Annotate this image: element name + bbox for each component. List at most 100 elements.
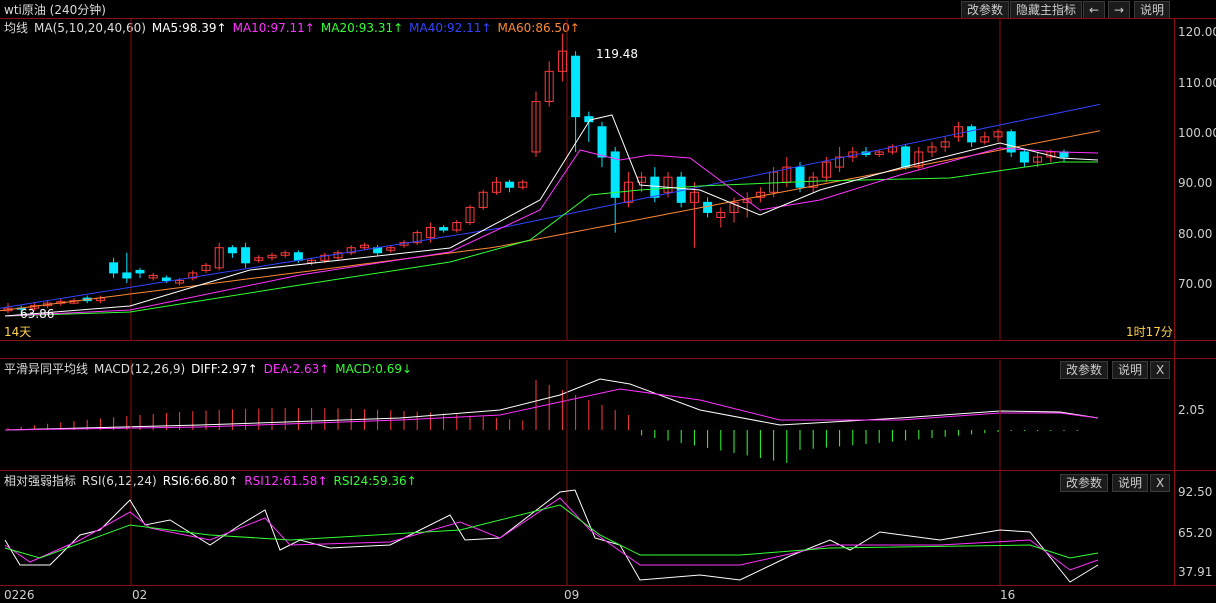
y-axis-divider [1174, 18, 1175, 585]
rsi6-label: RSI6:66.80↑ [162, 474, 239, 488]
candle-body [650, 176, 660, 198]
ma-legend-name: 均线 [4, 21, 29, 35]
ma60-label: MA60:86.50↑ [497, 21, 580, 35]
diff-label: DIFF:2.97↑ [191, 362, 258, 376]
low-price-label: 63.86 [20, 307, 55, 321]
rsi-legend-name: 相对强弱指标 [4, 474, 77, 488]
candle-body [557, 50, 567, 72]
candle-body [993, 131, 1003, 138]
candle-body [1033, 156, 1043, 163]
rsi-legend-params: RSI(6,12,24) [82, 474, 157, 488]
ma20-line [4, 161, 1098, 317]
rsi6-line [4, 489, 1099, 583]
period-left-label: 14天 [4, 325, 32, 339]
candle-body [505, 181, 515, 188]
ma5-line [4, 114, 1099, 317]
macd-edit-params-button[interactable]: 改参数 [1060, 361, 1109, 379]
rsi-y-tick: 92.50 [1178, 485, 1213, 499]
candle-body [742, 199, 752, 203]
candle-body [729, 201, 739, 213]
candle-body [821, 161, 831, 178]
main-bottom-divider [0, 340, 1216, 341]
candle-body [188, 272, 198, 279]
candle-body [544, 70, 554, 103]
ma40-line [0, 103, 1101, 309]
candle-body [267, 254, 277, 259]
candle-body [122, 272, 132, 279]
candle-body [491, 181, 501, 193]
candle-body [241, 247, 251, 264]
candle-body [425, 227, 435, 239]
candle-body [967, 126, 977, 143]
candle-body [254, 257, 264, 261]
y-tick-label: 110.00 [1178, 76, 1216, 90]
candle-body [227, 247, 237, 254]
rsi-help-button[interactable]: 说明 [1112, 474, 1149, 492]
rsi-chart[interactable] [0, 0, 1175, 603]
rsi12-line [4, 497, 1099, 571]
x-axis-label: 02 [132, 588, 148, 602]
candle-body [914, 151, 924, 168]
macd-label: MACD:0.69↓ [335, 362, 413, 376]
rsi-y-tick: 37.91 [1178, 565, 1213, 579]
candle-body [280, 252, 290, 256]
y-tick-label: 80.00 [1178, 227, 1213, 241]
ma10-label: MA10:97.11↑ [232, 21, 315, 35]
candle-body [623, 181, 633, 203]
x-axis-label: 16 [1000, 588, 1016, 602]
candle-body [663, 176, 673, 193]
macd-legend-params: MACD(12,26,9) [94, 362, 186, 376]
candle-body [439, 227, 449, 231]
macd-help-button[interactable]: 说明 [1112, 361, 1149, 379]
candle-body [320, 254, 330, 261]
candle-body [478, 191, 488, 208]
y-tick-label: 120.00 [1178, 25, 1216, 39]
macd-legend: 平滑异同平均线 MACD(12,26,9) DIFF:2.97↑ DEA:2.63↑ M… [4, 360, 418, 378]
x-axis-label: 0226 [4, 588, 35, 602]
ma60-line [0, 130, 1101, 312]
header-divider [0, 18, 1216, 19]
candle-body [161, 277, 171, 281]
candle-body [465, 206, 475, 224]
candle-body [980, 136, 990, 143]
rsi-y-tick: 65.20 [1178, 526, 1213, 540]
candlestick-chart[interactable] [0, 0, 1175, 340]
candle-body [359, 244, 369, 249]
candle-body [716, 211, 726, 218]
rsi-edit-params-button[interactable]: 改参数 [1060, 474, 1109, 492]
rsi12-label: RSI12:61.58↑ [244, 474, 328, 488]
y-tick-label: 100.00 [1178, 126, 1216, 140]
candle-body [597, 126, 607, 158]
candle-body [795, 166, 805, 188]
macd-dea-line [4, 388, 1099, 431]
candle-body [135, 269, 145, 274]
macd-top-divider [0, 358, 1216, 359]
candle-body [386, 247, 396, 251]
candle-body [874, 151, 884, 155]
ma20-label: MA20:93.31↑ [320, 21, 404, 35]
candle-body [1006, 131, 1016, 153]
macd-legend-name: 平滑异同平均线 [4, 362, 89, 376]
candle-body [201, 264, 211, 271]
rsi-close-icon[interactable]: X [1150, 474, 1171, 492]
candle-body [808, 176, 818, 188]
candle-body [571, 55, 581, 118]
ma-legend: 均线 MA(5,10,20,40,60) MA5:98.39↑ MA10:97.11↑… [4, 19, 586, 37]
candle-body [452, 222, 462, 231]
title-text: wti原油 (240分钟) [4, 3, 106, 17]
y-tick-label: 70.00 [1178, 277, 1213, 291]
candle-body [518, 181, 528, 188]
macd-y-tick: 2.05 [1178, 403, 1205, 417]
candle-body [689, 191, 699, 203]
candle-body [927, 146, 937, 153]
candle-body [346, 247, 356, 254]
candle-body [940, 141, 950, 148]
candle-body [835, 156, 845, 168]
high-price-label: 119.48 [596, 47, 638, 61]
macd-close-icon[interactable]: X [1150, 361, 1171, 379]
ma10-line [4, 147, 1099, 317]
x-axis-label: 09 [564, 588, 580, 602]
chart-title: wti原油 (240分钟) [4, 1, 112, 19]
y-tick-label: 90.00 [1178, 176, 1213, 190]
x-axis-divider [0, 585, 1216, 586]
